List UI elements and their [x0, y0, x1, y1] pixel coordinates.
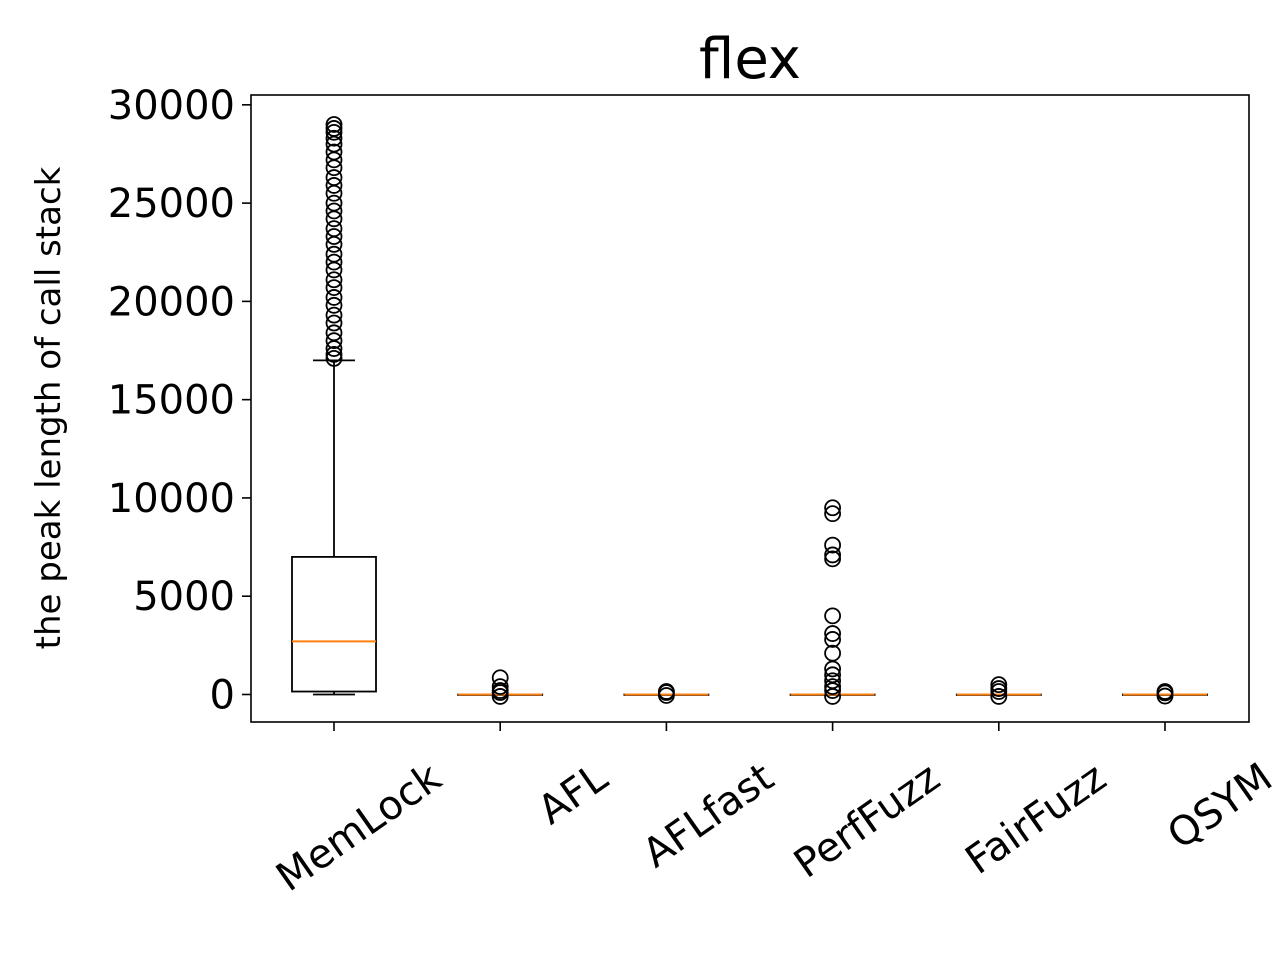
outlier-point — [325, 177, 343, 194]
y-tick-label: 30000 — [108, 83, 235, 129]
y-tick-label: 10000 — [108, 476, 235, 522]
outlier-point — [325, 245, 343, 263]
outlier-point — [325, 324, 343, 342]
outlier-point — [325, 129, 343, 147]
box-group-qsym — [1122, 683, 1208, 705]
box-group-afl — [457, 669, 544, 705]
outlier-point — [325, 123, 343, 141]
outlier-point — [325, 346, 343, 363]
outlier-point — [325, 194, 343, 212]
outlier-point — [824, 550, 841, 568]
y-tick-label: 15000 — [108, 378, 235, 424]
y-tick-label: 0 — [210, 672, 235, 718]
outlier-point — [1156, 683, 1174, 700]
outlier-point — [824, 631, 841, 648]
box-group-memlock — [291, 116, 377, 696]
chart-title: flex — [699, 27, 801, 92]
outlier-point — [658, 683, 675, 700]
axes-frame — [250, 94, 1250, 723]
outlier-point — [325, 271, 343, 289]
outlier-point — [491, 678, 509, 696]
outlier-point — [990, 680, 1008, 697]
x-tick-label: FairFuzz — [957, 755, 1114, 884]
y-tick-label: 20000 — [108, 279, 235, 325]
outlier-point — [990, 676, 1008, 694]
outlier-point — [824, 672, 841, 690]
outlier-point — [491, 682, 509, 699]
y-axis-label: the peak length of call stack — [29, 166, 69, 649]
outlier-point — [325, 169, 343, 186]
x-tick-label: AFL — [530, 754, 616, 834]
outlier-point — [325, 279, 343, 297]
outlier-point — [325, 120, 343, 137]
outlier-point — [325, 228, 343, 245]
outlier-point — [491, 669, 509, 687]
outlier-point — [824, 505, 841, 523]
outlier-point — [824, 625, 841, 642]
y-tick-label: 5000 — [133, 574, 235, 620]
x-tick-label: MemLock — [268, 754, 450, 901]
outlier-point — [824, 546, 841, 564]
outlier-point — [990, 688, 1008, 705]
outlier-point — [325, 306, 343, 324]
outlier-point — [325, 289, 343, 306]
outlier-point — [824, 536, 841, 554]
box-group-perffuzz — [789, 499, 876, 705]
plot-area — [291, 116, 1208, 705]
outlier-point — [325, 143, 343, 161]
outlier-point — [325, 116, 343, 133]
outlier-point — [824, 678, 841, 696]
outlier-point — [824, 644, 841, 662]
box-group-aflfast — [623, 683, 710, 704]
outlier-point — [491, 688, 509, 705]
outlier-point — [325, 349, 343, 367]
y-tick-label: 25000 — [108, 181, 235, 227]
outlier-point — [824, 607, 841, 625]
outlier-point — [325, 220, 343, 238]
outlier-point — [325, 296, 343, 314]
outlier-point — [325, 332, 343, 350]
outlier-point — [325, 202, 343, 220]
outlier-point — [824, 499, 841, 517]
outlier-point — [824, 666, 841, 684]
box-group-fairfuzz — [955, 676, 1042, 705]
outlier-point — [325, 253, 343, 271]
x-tick-label: AFLfast — [635, 755, 782, 877]
x-tick-label: QSYM — [1159, 755, 1280, 859]
x-tick-label: PerfFuzz — [786, 755, 948, 888]
outlier-point — [325, 314, 343, 332]
iqr-box — [291, 555, 377, 693]
